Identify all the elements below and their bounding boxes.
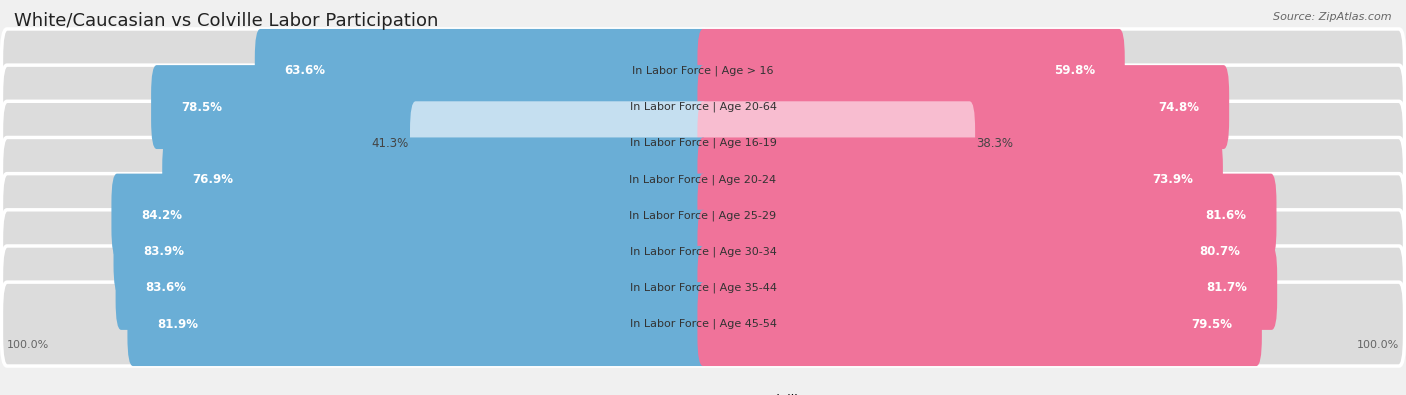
FancyBboxPatch shape bbox=[254, 29, 709, 113]
FancyBboxPatch shape bbox=[1, 137, 709, 221]
FancyBboxPatch shape bbox=[697, 65, 1405, 149]
Text: In Labor Force | Age 35-44: In Labor Force | Age 35-44 bbox=[630, 283, 776, 293]
FancyBboxPatch shape bbox=[697, 174, 1277, 258]
FancyBboxPatch shape bbox=[115, 246, 709, 330]
FancyBboxPatch shape bbox=[697, 101, 976, 185]
Text: 84.2%: 84.2% bbox=[142, 209, 183, 222]
FancyBboxPatch shape bbox=[697, 29, 1125, 113]
Text: 79.5%: 79.5% bbox=[1191, 318, 1232, 331]
FancyBboxPatch shape bbox=[1, 282, 709, 366]
FancyBboxPatch shape bbox=[697, 101, 1405, 185]
Text: In Labor Force | Age 20-64: In Labor Force | Age 20-64 bbox=[630, 102, 776, 112]
FancyBboxPatch shape bbox=[1, 65, 709, 149]
Text: 100.0%: 100.0% bbox=[7, 340, 49, 350]
FancyBboxPatch shape bbox=[697, 137, 1223, 221]
FancyBboxPatch shape bbox=[697, 137, 1405, 221]
FancyBboxPatch shape bbox=[150, 65, 709, 149]
Text: White/Caucasian vs Colville Labor Participation: White/Caucasian vs Colville Labor Partic… bbox=[14, 12, 439, 30]
Text: 83.6%: 83.6% bbox=[146, 281, 187, 294]
FancyBboxPatch shape bbox=[1, 101, 709, 185]
Text: 80.7%: 80.7% bbox=[1199, 245, 1240, 258]
FancyBboxPatch shape bbox=[1, 210, 709, 294]
Text: In Labor Force | Age 45-54: In Labor Force | Age 45-54 bbox=[630, 319, 776, 329]
FancyBboxPatch shape bbox=[697, 29, 1405, 113]
Text: 38.3%: 38.3% bbox=[977, 137, 1014, 150]
FancyBboxPatch shape bbox=[111, 174, 709, 258]
Text: 41.3%: 41.3% bbox=[371, 137, 409, 150]
FancyBboxPatch shape bbox=[697, 174, 1405, 258]
FancyBboxPatch shape bbox=[1, 29, 709, 113]
FancyBboxPatch shape bbox=[128, 282, 709, 366]
FancyBboxPatch shape bbox=[697, 282, 1405, 366]
Text: 73.9%: 73.9% bbox=[1152, 173, 1192, 186]
FancyBboxPatch shape bbox=[697, 65, 1229, 149]
Text: In Labor Force | Age 16-19: In Labor Force | Age 16-19 bbox=[630, 138, 776, 149]
FancyBboxPatch shape bbox=[697, 282, 1261, 366]
FancyBboxPatch shape bbox=[411, 101, 709, 185]
FancyBboxPatch shape bbox=[697, 210, 1270, 294]
Legend: White/Caucasian, Colville: White/Caucasian, Colville bbox=[600, 394, 806, 395]
Text: 100.0%: 100.0% bbox=[1357, 340, 1399, 350]
FancyBboxPatch shape bbox=[114, 210, 709, 294]
Text: In Labor Force | Age 20-24: In Labor Force | Age 20-24 bbox=[630, 174, 776, 185]
Text: In Labor Force | Age 30-34: In Labor Force | Age 30-34 bbox=[630, 246, 776, 257]
FancyBboxPatch shape bbox=[697, 246, 1277, 330]
Text: 59.8%: 59.8% bbox=[1053, 64, 1095, 77]
Text: 81.9%: 81.9% bbox=[157, 318, 198, 331]
FancyBboxPatch shape bbox=[697, 246, 1405, 330]
Text: 63.6%: 63.6% bbox=[285, 64, 326, 77]
Text: 81.6%: 81.6% bbox=[1205, 209, 1247, 222]
FancyBboxPatch shape bbox=[1, 174, 709, 258]
Text: 76.9%: 76.9% bbox=[193, 173, 233, 186]
Text: In Labor Force | Age 25-29: In Labor Force | Age 25-29 bbox=[630, 210, 776, 221]
Text: 81.7%: 81.7% bbox=[1206, 281, 1247, 294]
Text: 83.9%: 83.9% bbox=[143, 245, 184, 258]
Text: Source: ZipAtlas.com: Source: ZipAtlas.com bbox=[1274, 12, 1392, 22]
Text: 78.5%: 78.5% bbox=[181, 101, 222, 114]
Text: In Labor Force | Age > 16: In Labor Force | Age > 16 bbox=[633, 66, 773, 76]
FancyBboxPatch shape bbox=[162, 137, 709, 221]
FancyBboxPatch shape bbox=[697, 210, 1405, 294]
Text: 74.8%: 74.8% bbox=[1159, 101, 1199, 114]
FancyBboxPatch shape bbox=[1, 246, 709, 330]
